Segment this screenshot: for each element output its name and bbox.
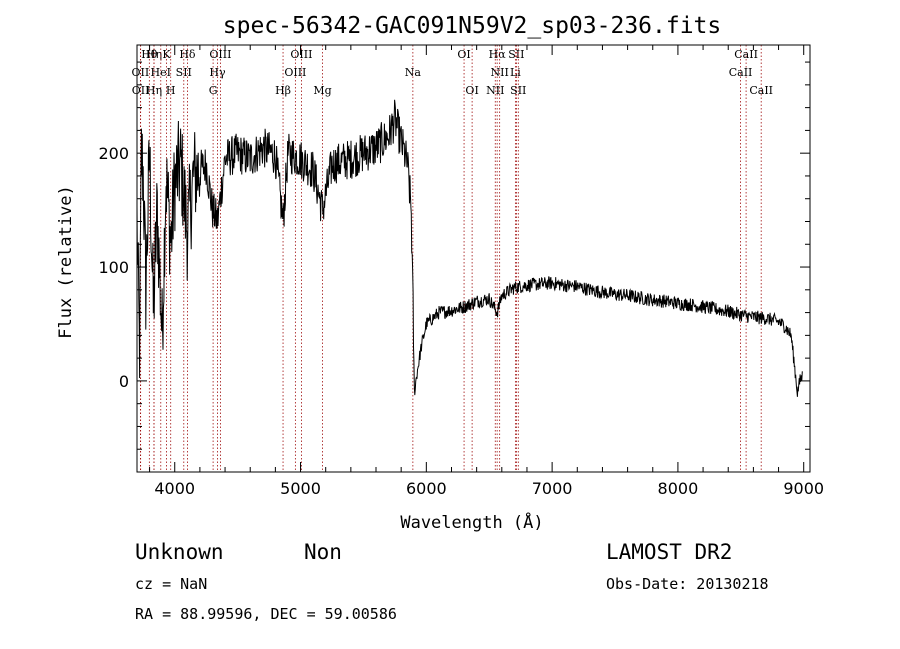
line-label-12: SII	[176, 66, 192, 79]
line-label-16: NII	[491, 66, 509, 79]
x-tick-label-3: 7000	[532, 479, 573, 498]
object-class: Unknown	[135, 540, 224, 564]
line-label-20: Hη	[146, 84, 162, 97]
spectrum-series	[136, 99, 803, 397]
y-axis-label: Flux (relative)	[56, 185, 76, 339]
line-label-5: OIII	[290, 48, 312, 61]
line-label-2: K	[162, 48, 171, 61]
line-label-10: OII	[132, 66, 150, 79]
line-label-18: CaII	[729, 66, 753, 79]
line-label-11: HeI	[151, 66, 171, 79]
line-label-21: H	[166, 84, 176, 97]
line-label-8: SII	[508, 48, 524, 61]
object-subclass: Non	[304, 540, 342, 564]
line-label-25: OI	[465, 84, 478, 97]
line-label-14: OIII	[284, 66, 306, 79]
x-axis-label: Wavelength (Å)	[400, 511, 543, 533]
line-label-4: OIII	[209, 48, 231, 61]
y-tick-label-2: 200	[98, 144, 129, 163]
x-tick-label-2: 6000	[406, 479, 447, 498]
x-tick-label-4: 8000	[658, 479, 699, 498]
line-label-17: Li	[510, 66, 521, 79]
line-label-23: Hβ	[275, 84, 291, 97]
line-label-19: OII	[132, 84, 150, 97]
spectrum-line	[136, 99, 803, 397]
line-label-28: CaII	[749, 84, 773, 97]
x-tick-label-5: 9000	[783, 479, 824, 498]
line-label-27: SII	[510, 84, 526, 97]
line-label-26: NII	[486, 84, 504, 97]
chart-title: spec-56342-GAC091N59V2_sp03-236.fits	[223, 13, 722, 39]
axis-ticks: 4000 5000 6000 7000 8000 9000 0 100 200	[98, 45, 824, 498]
line-label-9: CaII	[734, 48, 758, 61]
plot-frame	[136, 44, 811, 473]
ra-dec-coordinates: RA = 88.99596, DEC = 59.00586	[135, 605, 397, 623]
line-label-7: Hα	[489, 48, 507, 61]
y-tick-label-0: 0	[119, 372, 129, 391]
x-tick-label-1: 5000	[280, 479, 321, 498]
line-label-3: Hδ	[179, 48, 196, 61]
line-label-24: Mg	[313, 84, 331, 97]
redshift-cz: cz = NaN	[135, 575, 207, 593]
observation-date: Obs-Date: 20130218	[606, 575, 769, 593]
line-label-0: Hθ	[141, 48, 158, 61]
line-label-1: Hη	[146, 48, 162, 61]
line-label-6: OI	[457, 48, 470, 61]
survey-name: LAMOST DR2	[606, 540, 732, 564]
y-tick-label-1: 100	[98, 258, 129, 277]
line-label-13: Hγ	[209, 66, 226, 79]
line-label-15: Na	[405, 66, 422, 79]
line-label-22: G	[209, 84, 218, 97]
x-tick-label-0: 4000	[154, 479, 195, 498]
